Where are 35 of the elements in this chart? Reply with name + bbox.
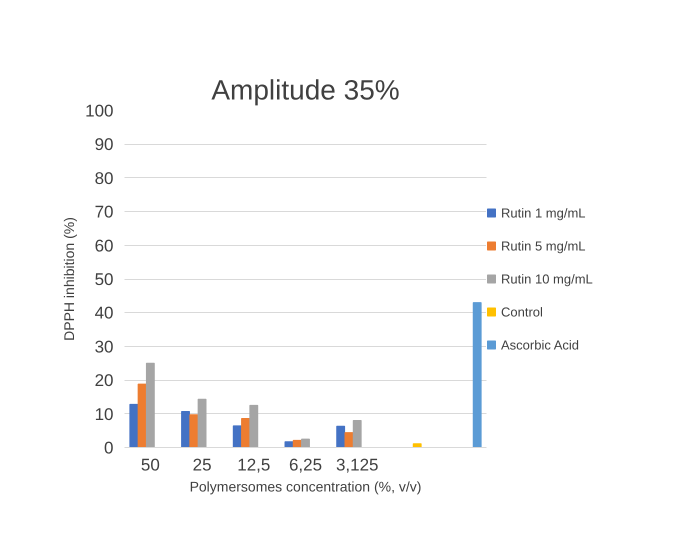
- bar: [146, 362, 155, 448]
- bar: [344, 432, 354, 448]
- x-tick-label: 12,5: [237, 456, 270, 474]
- y-tick-label: 20: [94, 371, 114, 390]
- y-tick-label: 80: [94, 168, 114, 188]
- x-axis-title: Polymersomes concentration (%, v/v): [190, 478, 422, 494]
- y-tick-label: 30: [94, 337, 114, 356]
- x-tick-label: 6,25: [288, 456, 322, 474]
- y-tick-label: 40: [94, 304, 114, 323]
- legend-label: Control: [501, 304, 543, 319]
- legend-label: Rutin 1 mg/mL: [501, 205, 586, 220]
- legend-label: Ascorbic Acid: [501, 337, 580, 352]
- x-tick-label: 3,125: [336, 456, 378, 474]
- y-tick-label: 50: [94, 270, 114, 289]
- bar: [138, 384, 147, 448]
- y-axis-title: DPPH inhibition (%): [61, 217, 78, 341]
- bar: [249, 404, 258, 448]
- bar: [181, 410, 190, 448]
- bar: [301, 438, 310, 448]
- x-tick-label: 50: [140, 456, 160, 474]
- chart-title: Amplitude 35%: [211, 74, 400, 106]
- y-tick-label: 10: [94, 404, 114, 424]
- x-tick-label: 25: [192, 456, 212, 474]
- bar: [472, 302, 482, 448]
- y-tick-label: 90: [94, 135, 114, 154]
- bar: [241, 418, 250, 448]
- bar: [336, 426, 346, 448]
- legend-label: Rutin 5 mg/mL: [501, 238, 586, 253]
- legend-label: Rutin 10 mg/mL: [501, 271, 593, 286]
- y-tick-label: 60: [94, 236, 114, 256]
- bar: [198, 398, 206, 448]
- y-tick-label: 0: [104, 438, 114, 458]
- y-tick-label: 100: [85, 102, 114, 120]
- y-tick-label: 70: [94, 202, 114, 222]
- bar: [352, 420, 362, 448]
